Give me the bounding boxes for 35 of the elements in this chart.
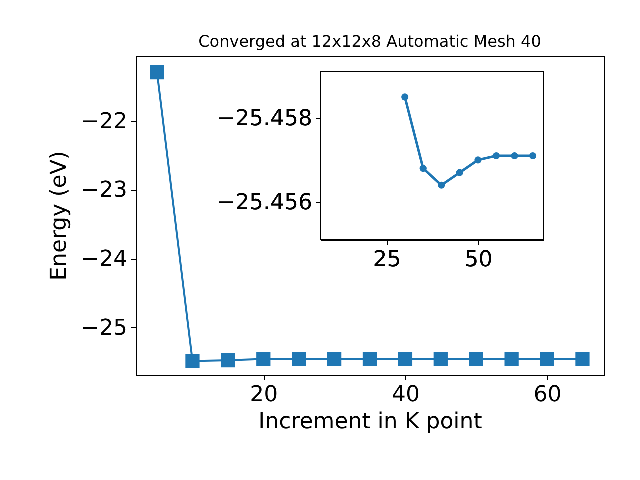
chart-title: Converged at 12x12x8 Automatic Mesh 40	[198, 32, 542, 51]
point	[221, 353, 236, 368]
point	[511, 152, 518, 160]
x-tick-label: 50	[464, 248, 493, 272]
x-tick-label: 60	[534, 382, 562, 408]
x-tick-label: 40	[392, 382, 420, 408]
point	[327, 352, 342, 366]
point	[398, 352, 413, 366]
y-tick-label: −23	[81, 178, 128, 204]
point	[434, 352, 448, 366]
point	[576, 352, 590, 366]
point	[474, 156, 482, 164]
y-tick-label: −24	[81, 247, 128, 272]
y-axis-title: Energy (eV)	[47, 151, 72, 281]
point	[402, 94, 409, 101]
y-tick-label: −25.458	[217, 106, 312, 132]
point	[292, 352, 306, 366]
point	[256, 352, 271, 366]
point	[529, 152, 537, 160]
x-tick-label: 20	[250, 382, 278, 408]
y-tick-label: −25	[81, 316, 128, 341]
point	[492, 152, 500, 160]
point	[540, 352, 554, 366]
point	[438, 182, 446, 189]
point	[362, 352, 378, 366]
y-tick-label: −22	[81, 109, 128, 134]
point	[420, 165, 427, 172]
point	[504, 352, 519, 366]
y-tick-label: −25.456	[217, 190, 312, 216]
point	[469, 352, 484, 366]
point	[186, 354, 200, 368]
x-axis-title: Increment in K point	[258, 410, 483, 434]
point	[150, 65, 164, 80]
point	[456, 169, 464, 176]
x-tick-label: 25	[373, 248, 402, 272]
